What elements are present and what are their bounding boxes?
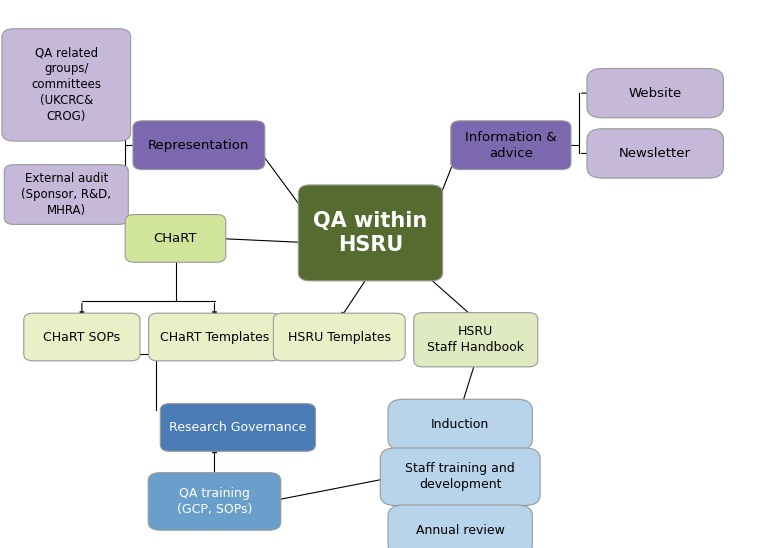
Text: Annual review: Annual review bbox=[416, 524, 505, 537]
Text: Research Governance: Research Governance bbox=[169, 421, 307, 434]
FancyBboxPatch shape bbox=[5, 164, 128, 225]
FancyBboxPatch shape bbox=[2, 29, 131, 141]
Text: Information &
advice: Information & advice bbox=[465, 131, 557, 159]
Text: QA related
groups/
committees
(UKCRC&
CROG): QA related groups/ committees (UKCRC& CR… bbox=[31, 47, 101, 123]
FancyBboxPatch shape bbox=[161, 403, 315, 452]
FancyBboxPatch shape bbox=[587, 68, 724, 118]
Text: QA training
(GCP, SOPs): QA training (GCP, SOPs) bbox=[177, 487, 252, 516]
Text: External audit
(Sponsor, R&D,
MHRA): External audit (Sponsor, R&D, MHRA) bbox=[21, 172, 112, 217]
Text: HSRU Templates: HSRU Templates bbox=[288, 330, 391, 344]
FancyBboxPatch shape bbox=[133, 121, 265, 170]
Text: HSRU
Staff Handbook: HSRU Staff Handbook bbox=[427, 326, 524, 354]
FancyBboxPatch shape bbox=[148, 472, 281, 530]
FancyBboxPatch shape bbox=[388, 399, 532, 450]
Text: CHaRT Templates: CHaRT Templates bbox=[160, 330, 269, 344]
FancyBboxPatch shape bbox=[380, 448, 540, 505]
Text: Website: Website bbox=[629, 87, 682, 100]
FancyBboxPatch shape bbox=[125, 215, 226, 262]
FancyBboxPatch shape bbox=[23, 313, 140, 361]
FancyBboxPatch shape bbox=[451, 121, 571, 170]
Text: CHaRT SOPs: CHaRT SOPs bbox=[44, 330, 120, 344]
FancyBboxPatch shape bbox=[298, 185, 442, 281]
Text: Newsletter: Newsletter bbox=[619, 147, 691, 160]
Text: Representation: Representation bbox=[148, 139, 250, 152]
Text: Staff training and
development: Staff training and development bbox=[406, 463, 515, 491]
Text: Induction: Induction bbox=[431, 418, 489, 431]
FancyBboxPatch shape bbox=[587, 129, 724, 178]
Text: QA within
HSRU: QA within HSRU bbox=[314, 210, 427, 255]
FancyBboxPatch shape bbox=[388, 505, 532, 548]
FancyBboxPatch shape bbox=[413, 312, 537, 367]
Text: CHaRT: CHaRT bbox=[154, 232, 197, 245]
FancyBboxPatch shape bbox=[148, 313, 281, 361]
FancyBboxPatch shape bbox=[273, 313, 406, 361]
